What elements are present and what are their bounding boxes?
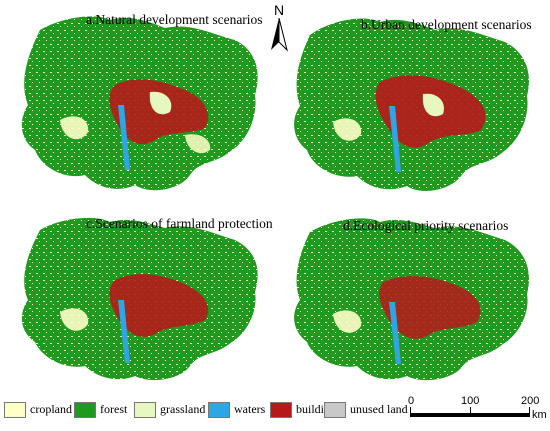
map-panel-farmland: [0, 208, 280, 393]
map-panel-natural: [0, 0, 280, 210]
scale-tick: [410, 407, 411, 413]
legend-label: grassland: [160, 402, 206, 416]
land-use-map: [294, 18, 529, 191]
scale-unit: km: [532, 409, 547, 421]
land-use-map: [21, 217, 258, 381]
legend-label: waters: [234, 402, 266, 416]
buildings-swatch: [270, 402, 292, 418]
north-arrow: N: [266, 2, 292, 54]
map-panel-ecological: [275, 208, 550, 393]
panel-title-d: d.Ecological priority scenarios: [343, 218, 509, 233]
scale-tick-label: 200: [521, 395, 540, 407]
land-use-map: [21, 16, 258, 191]
panel-title-b: b.Urban development scenarios: [361, 17, 532, 32]
scale-tick-label: 0: [408, 395, 415, 407]
forest-swatch: [74, 402, 96, 418]
cropland-swatch: [4, 402, 26, 418]
panel-title-a: a.Natural development scenarios: [86, 12, 263, 27]
panel-title-c: c.Scenarios of farmland protection: [86, 216, 273, 231]
scale-tick: [470, 407, 471, 413]
scale-tick-label: 100: [461, 395, 480, 407]
scale-tick: [529, 407, 530, 413]
legend-label: unused land: [350, 402, 408, 416]
legend-label: forest: [100, 402, 128, 416]
scale-bar-line: [410, 413, 530, 417]
map-panel-urban: [275, 0, 550, 210]
unused-land-swatch: [324, 402, 346, 418]
legend-label: cropland: [30, 402, 72, 416]
grassland-swatch: [134, 402, 156, 418]
waters-swatch: [208, 402, 230, 418]
scale-bar: 0 100 200 km: [408, 395, 550, 431]
north-label: N: [273, 2, 285, 18]
legend: cropland forest grassland waters buildin…: [0, 396, 410, 422]
north-arrow-icon: [271, 17, 288, 52]
land-use-map: [294, 218, 529, 381]
